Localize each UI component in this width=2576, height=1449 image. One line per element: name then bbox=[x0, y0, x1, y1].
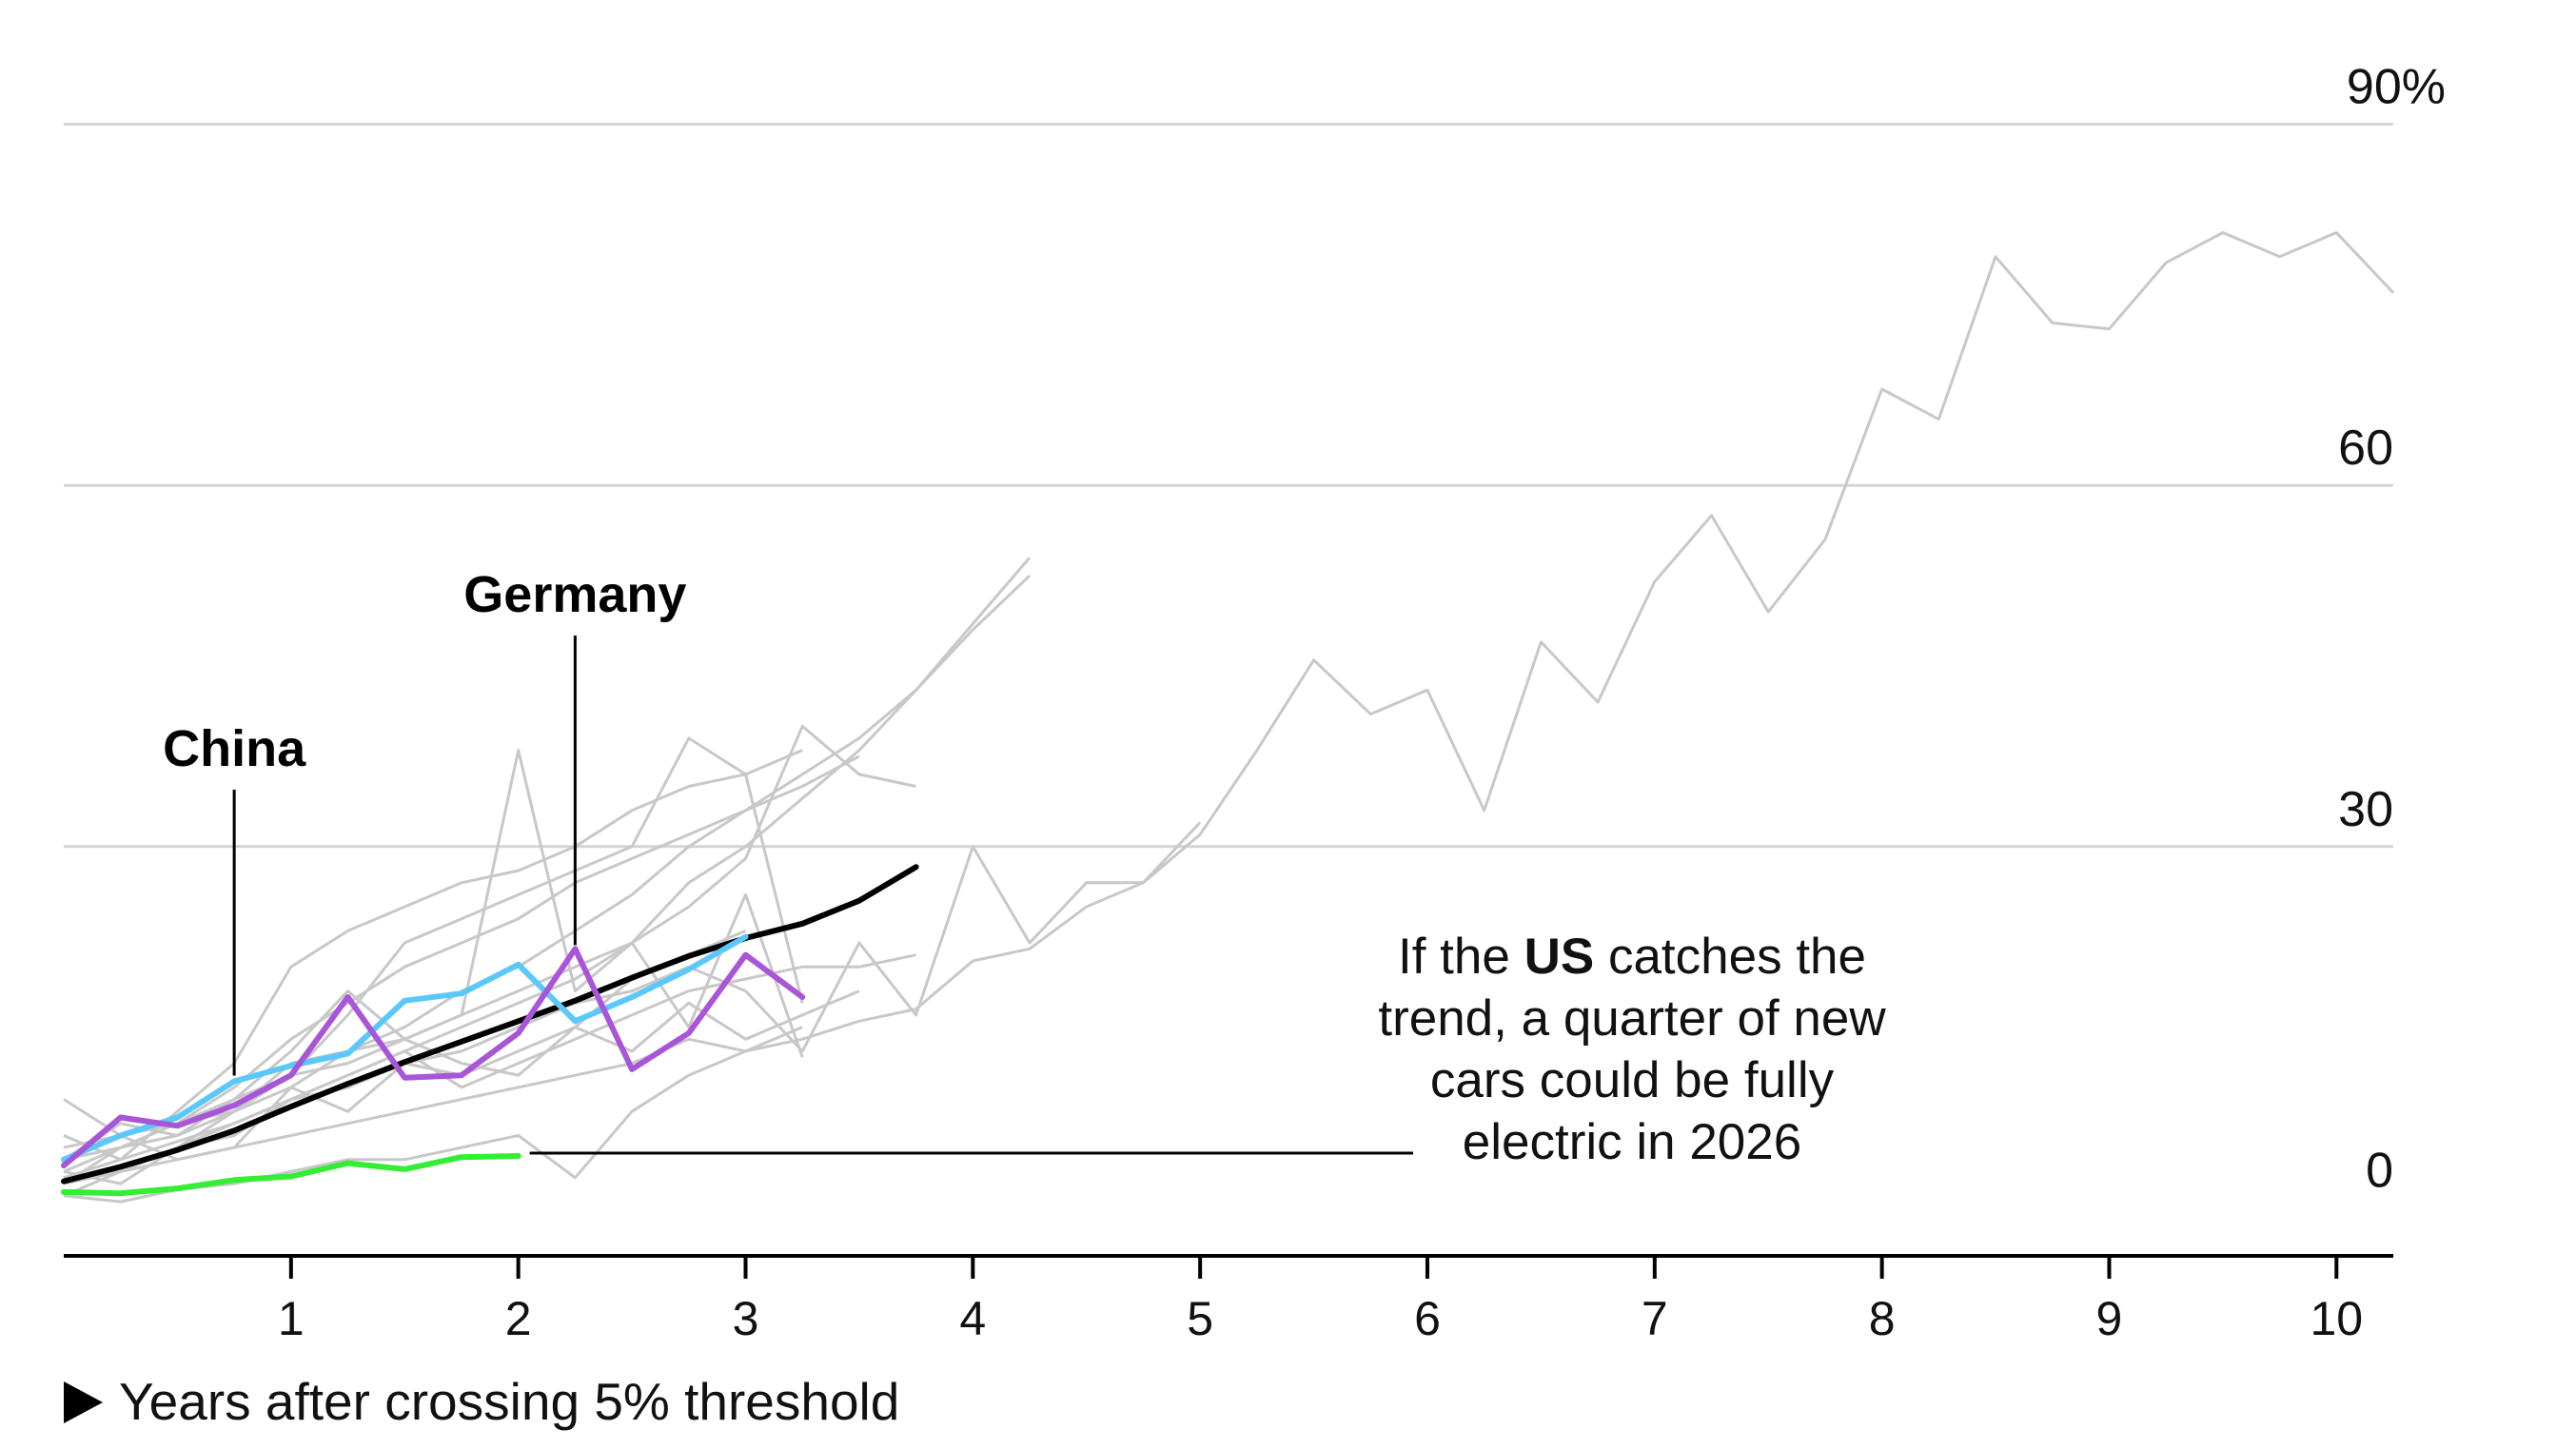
x-axis-label: Years after crossing 5% threshold bbox=[119, 1372, 899, 1431]
background-series-line bbox=[63, 892, 804, 1185]
background-series-line bbox=[63, 754, 860, 1149]
annotation-text: catches the bbox=[1594, 929, 1866, 985]
y-tick-label: 0 bbox=[2366, 1143, 2393, 1198]
china-series-line bbox=[61, 933, 749, 1163]
x-axis: 1 2 3 4 5 6 7 8 9 10 bbox=[64, 1254, 2393, 1345]
x-tick-label: 5 bbox=[1187, 1292, 1213, 1345]
x-tick-label: 1 bbox=[278, 1292, 305, 1345]
y-tick-label: 60 bbox=[2338, 421, 2393, 476]
x-tick-label: 10 bbox=[2310, 1292, 2363, 1345]
background-series-line bbox=[63, 575, 1032, 1173]
germany-label: Germany bbox=[463, 566, 686, 623]
grid bbox=[64, 123, 2393, 849]
y-tick-label: 30 bbox=[2338, 782, 2393, 837]
background-series-line bbox=[63, 821, 1202, 1198]
background-series-line bbox=[63, 231, 2395, 1180]
china-label: China bbox=[163, 720, 306, 777]
x-tick-label: 8 bbox=[1869, 1292, 1896, 1345]
x-tick-label: 3 bbox=[733, 1292, 759, 1345]
annotation-text: If the bbox=[1398, 929, 1524, 985]
x-tick-label: 4 bbox=[959, 1292, 986, 1345]
x-tick-label: 9 bbox=[2096, 1292, 2123, 1345]
germany-series-line bbox=[61, 946, 806, 1169]
annotation-line-3: cars could be fully bbox=[1430, 1052, 1835, 1108]
x-tick-label: 7 bbox=[1642, 1292, 1668, 1345]
y-tick-label: 90% bbox=[2347, 60, 2446, 115]
play-triangle-icon bbox=[64, 1381, 103, 1423]
trend-series-line bbox=[61, 864, 919, 1185]
highlighted-series bbox=[61, 864, 919, 1197]
background-series-line bbox=[63, 724, 916, 1162]
x-tick-label: 6 bbox=[1414, 1292, 1441, 1345]
background-series-line bbox=[63, 749, 803, 1162]
y-axis: 0 30 60 90% bbox=[2338, 60, 2446, 1199]
us-series-line bbox=[61, 1153, 521, 1197]
x-tick-label: 2 bbox=[505, 1292, 532, 1345]
annotation-us-label: US bbox=[1524, 929, 1595, 985]
annotation-line-4: electric in 2026 bbox=[1463, 1114, 1801, 1170]
annotation-line-2: trend, a quarter of new bbox=[1378, 990, 1886, 1047]
annotation-line-1: If the US catches the bbox=[1398, 929, 1866, 985]
